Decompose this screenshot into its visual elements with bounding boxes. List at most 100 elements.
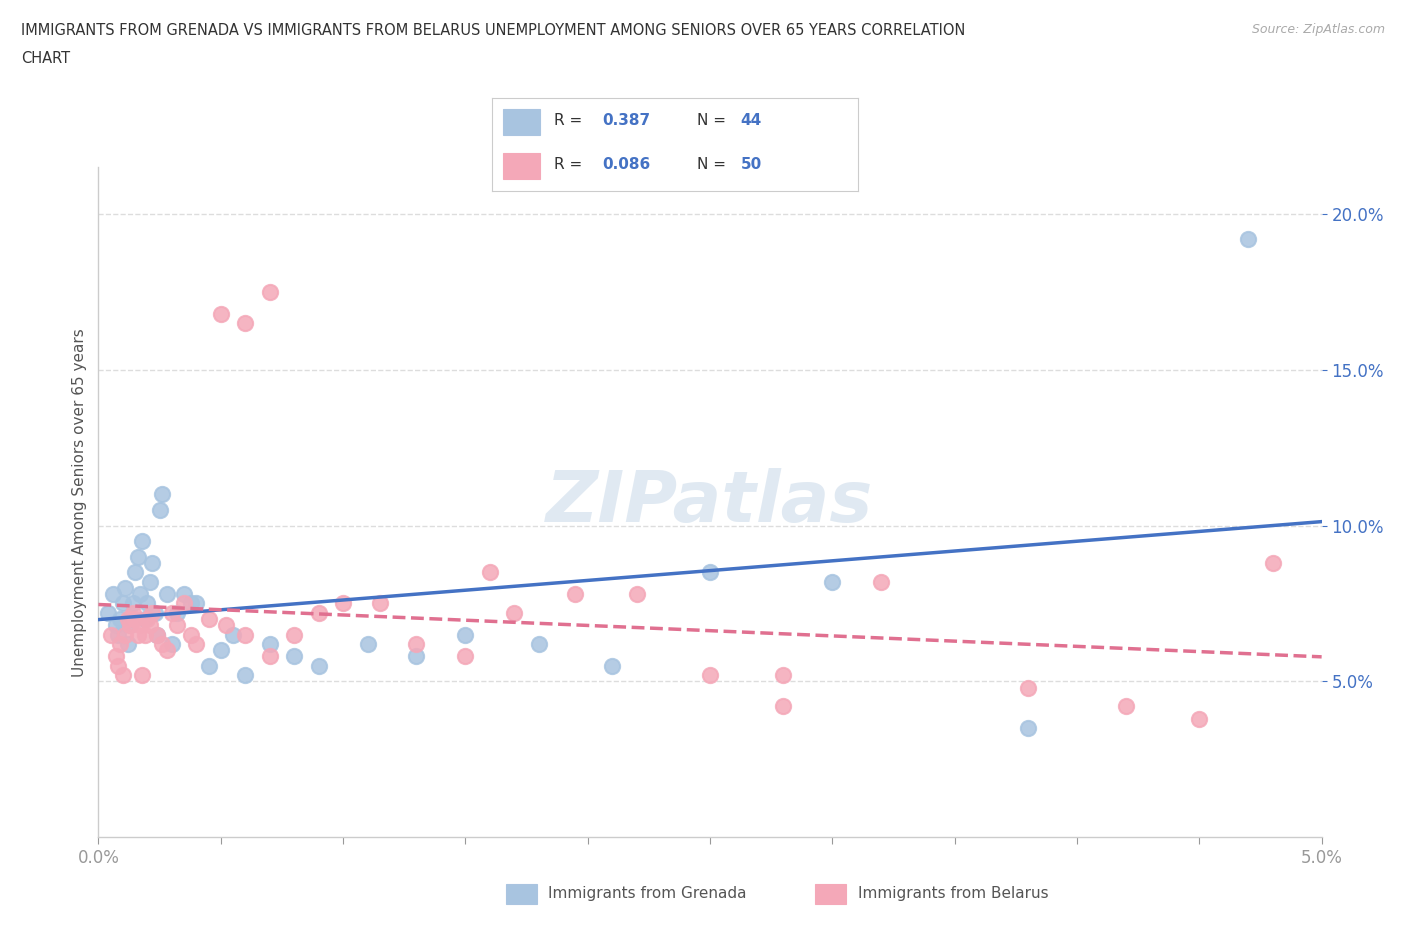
Point xyxy=(117,612,139,627)
Point xyxy=(134,627,156,642)
Text: Immigrants from Grenada: Immigrants from Grenada xyxy=(548,886,747,901)
Point xyxy=(368,596,391,611)
Point xyxy=(308,658,330,673)
Point xyxy=(120,618,142,632)
Point xyxy=(308,605,330,620)
Point xyxy=(1261,555,1284,570)
Point xyxy=(141,605,163,620)
Point xyxy=(97,605,120,620)
Point xyxy=(478,565,501,579)
Point xyxy=(129,587,152,602)
Point xyxy=(104,618,127,632)
Text: 0.086: 0.086 xyxy=(602,157,650,172)
Point xyxy=(121,605,143,620)
Point xyxy=(166,618,188,632)
Point xyxy=(600,658,623,673)
Point xyxy=(405,636,427,651)
Point xyxy=(156,587,179,602)
Point xyxy=(1017,680,1039,695)
Point xyxy=(114,580,136,595)
Point xyxy=(259,636,281,651)
Point xyxy=(626,587,648,602)
Point xyxy=(209,643,232,658)
Point xyxy=(124,565,146,579)
Point xyxy=(186,596,208,611)
Point xyxy=(1188,711,1211,726)
Point xyxy=(564,587,586,602)
Y-axis label: Unemployment Among Seniors over 65 years: Unemployment Among Seniors over 65 years xyxy=(72,328,87,677)
Point xyxy=(405,649,427,664)
Text: 44: 44 xyxy=(741,113,762,128)
Text: R =: R = xyxy=(554,157,588,172)
Point xyxy=(772,698,794,713)
Point xyxy=(131,534,153,549)
Point xyxy=(114,627,136,642)
Text: Immigrants from Belarus: Immigrants from Belarus xyxy=(858,886,1049,901)
Point xyxy=(259,285,281,299)
Point xyxy=(454,649,477,664)
Text: N =: N = xyxy=(697,157,731,172)
Point xyxy=(233,668,256,683)
Point xyxy=(160,605,183,620)
Point xyxy=(233,627,256,642)
Point xyxy=(283,649,305,664)
Point xyxy=(870,574,893,589)
Point xyxy=(1237,232,1260,246)
Point xyxy=(117,636,139,651)
Bar xyxy=(503,109,540,135)
Point xyxy=(332,596,354,611)
Point xyxy=(186,636,208,651)
Point xyxy=(127,550,149,565)
Point xyxy=(197,612,219,627)
Point xyxy=(173,596,195,611)
Point xyxy=(141,555,163,570)
Point xyxy=(503,605,526,620)
Point xyxy=(173,587,195,602)
Point xyxy=(356,636,378,651)
Point xyxy=(107,627,129,642)
Point xyxy=(1017,721,1039,736)
Point xyxy=(149,502,172,517)
Point xyxy=(156,643,179,658)
Point xyxy=(136,612,159,627)
Point xyxy=(124,612,146,627)
Point xyxy=(110,636,132,651)
Point xyxy=(100,627,122,642)
Point xyxy=(150,636,173,651)
Point xyxy=(527,636,550,651)
Point xyxy=(1115,698,1137,713)
Point xyxy=(214,618,236,632)
Point xyxy=(111,668,134,683)
Point xyxy=(111,596,134,611)
Point xyxy=(197,658,219,673)
Point xyxy=(136,596,159,611)
Point xyxy=(131,668,153,683)
Point xyxy=(146,627,169,642)
Point xyxy=(129,618,152,632)
Point xyxy=(209,306,232,321)
Point xyxy=(121,596,143,611)
Point xyxy=(454,627,477,642)
Point xyxy=(166,605,188,620)
Point xyxy=(127,627,149,642)
Point xyxy=(259,649,281,664)
Point xyxy=(110,612,132,627)
Point xyxy=(180,627,202,642)
Point xyxy=(699,668,721,683)
Point xyxy=(134,612,156,627)
Point xyxy=(150,487,173,502)
Point xyxy=(139,618,162,632)
Point xyxy=(283,627,305,642)
Point xyxy=(143,605,166,620)
Point xyxy=(104,649,127,664)
Text: 0.387: 0.387 xyxy=(602,113,650,128)
Point xyxy=(160,636,183,651)
Point xyxy=(821,574,844,589)
Point xyxy=(146,627,169,642)
Point xyxy=(772,668,794,683)
Text: IMMIGRANTS FROM GRENADA VS IMMIGRANTS FROM BELARUS UNEMPLOYMENT AMONG SENIORS OV: IMMIGRANTS FROM GRENADA VS IMMIGRANTS FR… xyxy=(21,23,966,38)
Text: CHART: CHART xyxy=(21,51,70,66)
Point xyxy=(222,627,245,642)
Bar xyxy=(503,153,540,179)
Text: R =: R = xyxy=(554,113,588,128)
